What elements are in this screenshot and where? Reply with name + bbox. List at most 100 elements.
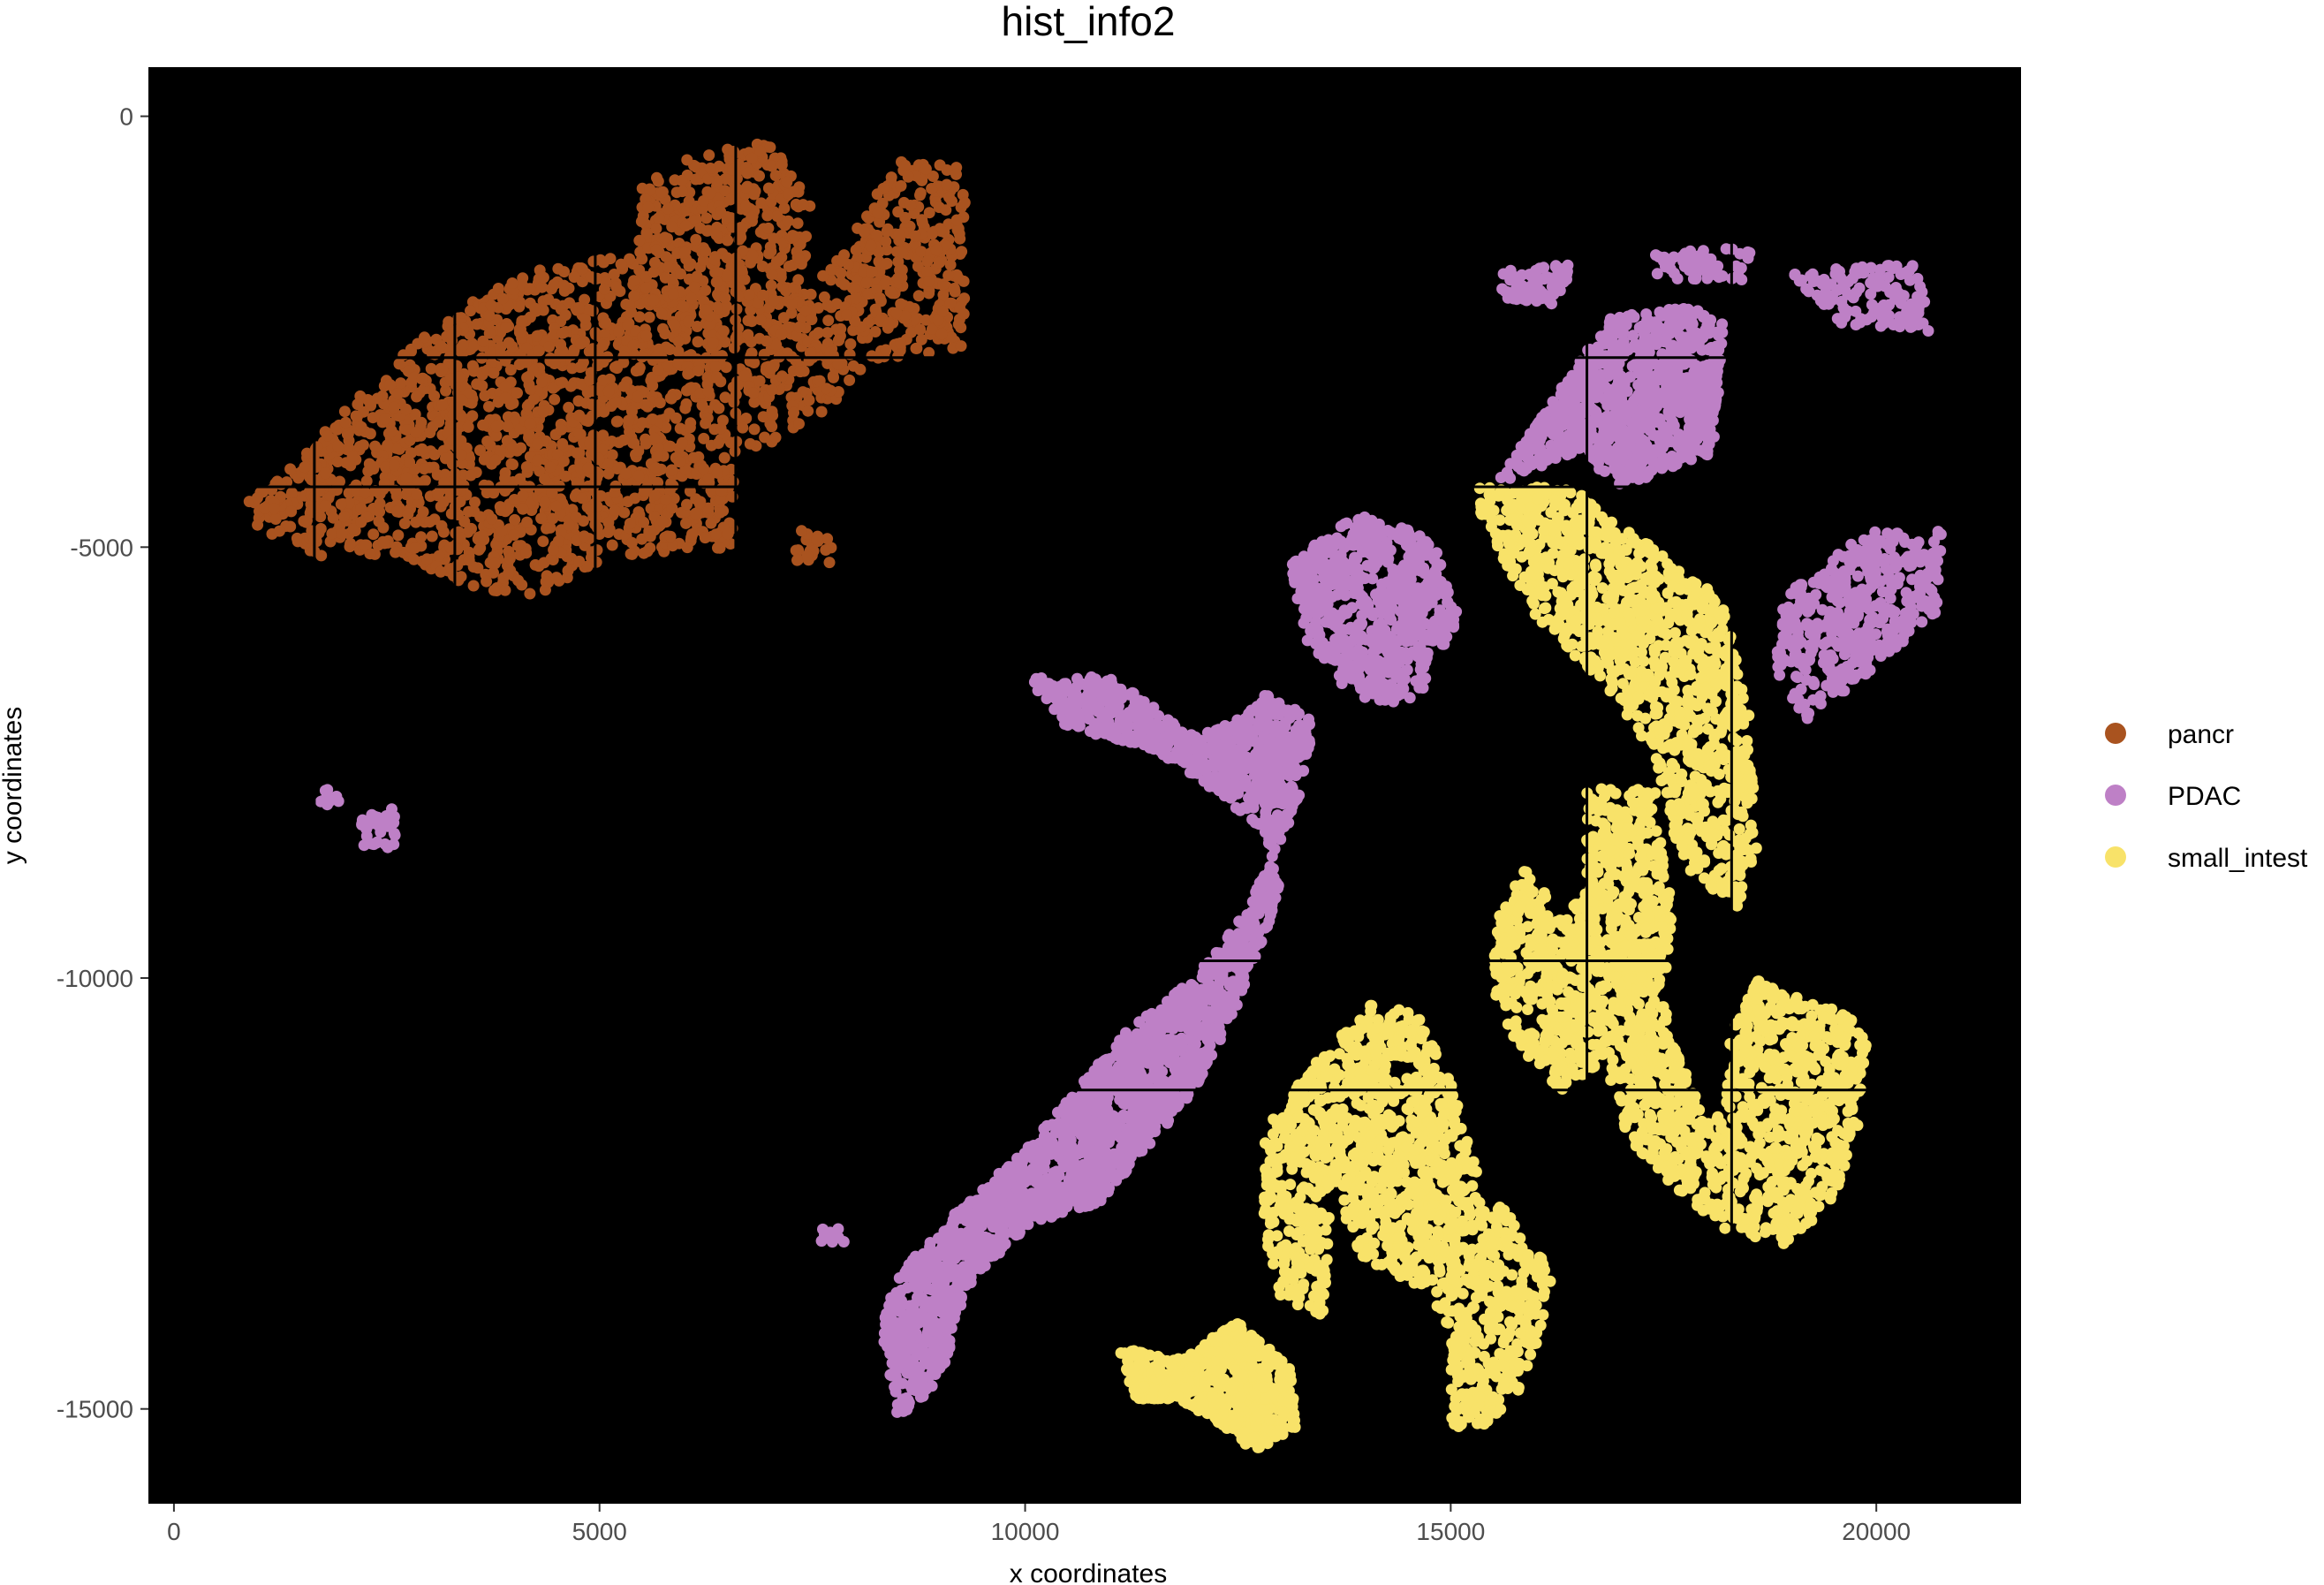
point-pancr [355, 421, 367, 433]
point-pancr [557, 279, 570, 292]
point-pancr [469, 497, 481, 508]
point-pancr [390, 546, 402, 558]
point-pancr [820, 544, 832, 556]
point-PDAC [1568, 371, 1580, 383]
point-pancr [559, 470, 572, 482]
point-PDAC [1308, 540, 1321, 552]
point-pancr [477, 335, 489, 347]
point-pancr [374, 505, 386, 518]
point-PDAC [1657, 451, 1669, 464]
point-pancr [483, 400, 495, 413]
point-pancr [384, 379, 397, 391]
point-pancr [663, 485, 676, 497]
point-pancr [914, 323, 927, 336]
point-pancr [679, 219, 692, 231]
point-PDAC [1365, 546, 1376, 558]
point-pancr [573, 555, 586, 567]
point-pancr [598, 283, 610, 295]
point-pancr [847, 360, 859, 372]
point-pancr [652, 476, 664, 489]
point-PDAC [1666, 415, 1678, 428]
point-pancr [517, 503, 529, 515]
point-pancr [581, 560, 594, 573]
point-PDAC [1914, 280, 1927, 292]
point-pancr [719, 292, 731, 304]
point-pancr [640, 330, 653, 342]
point-pancr [433, 416, 445, 428]
point-pancr [476, 529, 488, 542]
point-PDAC [1361, 682, 1374, 694]
point-pancr [799, 305, 812, 317]
point-PDAC [1583, 360, 1595, 372]
point-pancr [609, 396, 622, 408]
point-PDAC [1374, 618, 1386, 630]
point-pancr [628, 275, 640, 287]
point-pancr [776, 370, 788, 383]
point-pancr [481, 575, 493, 588]
point-pancr [891, 272, 904, 284]
point-pancr [699, 532, 711, 544]
point-PDAC [1355, 659, 1367, 671]
point-PDAC [1318, 603, 1330, 615]
point-PDAC [1557, 439, 1570, 451]
point-PDAC [1616, 474, 1628, 487]
point-PDAC [1871, 280, 1883, 292]
point-pancr [483, 327, 496, 339]
point-pancr [683, 315, 694, 328]
point-PDAC [1621, 343, 1633, 354]
point-pancr [531, 330, 543, 342]
point-pancr [570, 512, 582, 523]
point-PDAC [1714, 354, 1726, 367]
point-pancr [636, 417, 648, 429]
point-pancr [659, 271, 671, 284]
point-pancr [766, 269, 778, 281]
series-pancr [243, 138, 971, 600]
point-pancr [400, 403, 413, 415]
point-pancr [948, 283, 960, 294]
point-pancr [499, 584, 511, 596]
point-pancr [700, 304, 712, 316]
point-pancr [705, 517, 717, 529]
point-pancr [467, 340, 480, 353]
point-pancr [728, 342, 740, 354]
point-pancr [602, 516, 615, 528]
point-pancr [643, 311, 655, 323]
point-PDAC [1417, 562, 1429, 574]
point-pancr [832, 334, 844, 346]
point-pancr [718, 451, 731, 464]
point-pancr [597, 374, 609, 386]
point-pancr [555, 338, 567, 351]
point-pancr [698, 463, 710, 474]
point-pancr [391, 505, 403, 518]
point-pancr [712, 301, 723, 313]
point-PDAC [1406, 563, 1419, 575]
point-pancr [513, 300, 526, 313]
point-pancr [539, 584, 551, 596]
point-pancr [581, 386, 594, 398]
point-pancr [524, 588, 536, 600]
point-PDAC [1417, 682, 1429, 694]
point-pancr [327, 512, 339, 524]
point-pancr [689, 507, 701, 519]
point-pancr [732, 379, 744, 391]
point-pancr [319, 467, 331, 480]
point-pancr [754, 314, 767, 326]
point-PDAC [1435, 575, 1447, 588]
point-pancr [273, 525, 285, 537]
point-PDAC [1430, 587, 1442, 599]
point-pancr [685, 292, 698, 305]
point-pancr [747, 387, 760, 399]
point-pancr [529, 302, 541, 315]
point-pancr [355, 516, 367, 528]
point-pancr [945, 331, 958, 344]
point-pancr [676, 174, 688, 186]
point-pancr [905, 200, 917, 211]
point-pancr [488, 557, 501, 570]
point-pancr [728, 396, 740, 408]
point-PDAC [1818, 273, 1830, 285]
point-pancr [728, 146, 740, 157]
point-pancr [591, 544, 603, 557]
point-pancr [347, 523, 360, 535]
point-pancr [433, 550, 445, 562]
point-PDAC [1839, 311, 1851, 323]
